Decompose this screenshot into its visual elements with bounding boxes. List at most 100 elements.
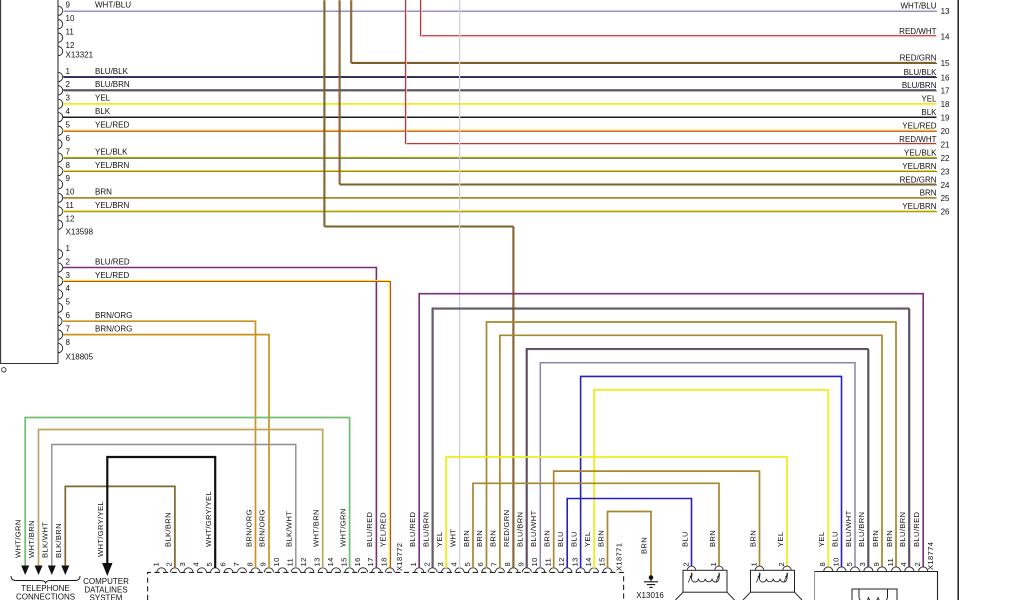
- svg-text:12: 12: [557, 557, 566, 566]
- svg-text:TELEPHONE: TELEPHONE: [21, 584, 69, 593]
- svg-text:1: 1: [66, 67, 71, 76]
- svg-text:10: 10: [66, 14, 75, 23]
- svg-text:18: 18: [941, 100, 950, 109]
- svg-text:BLU: BLU: [569, 531, 578, 547]
- svg-text:1: 1: [151, 562, 160, 567]
- svg-text:19: 19: [941, 114, 950, 123]
- svg-text:1: 1: [66, 244, 71, 253]
- svg-text:10: 10: [272, 557, 281, 566]
- svg-text:BLU/BRN: BLU/BRN: [898, 512, 907, 547]
- svg-text:2: 2: [66, 257, 71, 266]
- svg-text:RED/GRN: RED/GRN: [900, 175, 937, 184]
- svg-text:BLU: BLU: [830, 531, 839, 547]
- svg-text:YEL: YEL: [583, 532, 592, 547]
- svg-text:13: 13: [570, 557, 579, 566]
- svg-text:YEL/BLK: YEL/BLK: [95, 147, 128, 156]
- svg-text:4: 4: [66, 284, 71, 293]
- svg-text:BRN: BRN: [596, 530, 605, 547]
- svg-text:4: 4: [66, 107, 71, 116]
- svg-text:X13016: X13016: [636, 591, 664, 600]
- svg-text:8: 8: [503, 562, 512, 567]
- svg-text:1: 1: [409, 562, 418, 567]
- svg-text:8: 8: [66, 161, 71, 170]
- svg-text:BRN: BRN: [543, 530, 552, 547]
- svg-text:10: 10: [66, 188, 75, 197]
- svg-text:2: 2: [422, 562, 431, 567]
- svg-text:WHT/BRN: WHT/BRN: [27, 520, 36, 558]
- svg-text:13: 13: [941, 7, 950, 16]
- svg-text:WHT/BRN: WHT/BRN: [312, 509, 321, 547]
- svg-text:YEL/BRN: YEL/BRN: [95, 201, 129, 210]
- svg-text:4: 4: [449, 562, 458, 567]
- svg-text:9: 9: [259, 562, 268, 567]
- svg-text:YEL/BLK: YEL/BLK: [904, 148, 937, 157]
- svg-text:BRN: BRN: [95, 188, 112, 197]
- svg-text:11: 11: [886, 558, 895, 567]
- svg-text:21: 21: [941, 140, 950, 149]
- svg-text:1: 1: [749, 562, 758, 567]
- svg-text:SYSTEM: SYSTEM: [90, 594, 123, 600]
- svg-text:4: 4: [192, 562, 201, 567]
- svg-text:8: 8: [66, 338, 71, 347]
- svg-text:BLU/BLK: BLU/BLK: [904, 68, 938, 77]
- svg-text:BLU/BRN: BLU/BRN: [421, 512, 430, 547]
- svg-text:COMPUTER: COMPUTER: [83, 577, 129, 586]
- svg-text:BRN: BRN: [475, 530, 484, 547]
- svg-text:WHT: WHT: [448, 529, 457, 547]
- svg-text:8: 8: [818, 562, 827, 567]
- svg-text:BRN/ORG: BRN/ORG: [244, 509, 253, 547]
- svg-text:22: 22: [941, 154, 950, 163]
- svg-text:BLU/RED: BLU/RED: [408, 511, 417, 547]
- svg-text:BLK/BRN: BLK/BRN: [54, 523, 63, 558]
- svg-text:BRN: BRN: [920, 189, 937, 198]
- svg-text:WHT/BLU: WHT/BLU: [95, 1, 131, 10]
- svg-text:BLU/WHT: BLU/WHT: [844, 510, 853, 547]
- svg-text:3: 3: [436, 562, 445, 567]
- svg-text:2: 2: [66, 80, 71, 89]
- svg-text:2: 2: [681, 562, 690, 567]
- svg-text:BRN/ORG: BRN/ORG: [258, 509, 267, 547]
- svg-text:3: 3: [858, 562, 867, 567]
- svg-text:BLK/WHT: BLK/WHT: [40, 522, 49, 558]
- svg-text:3: 3: [66, 271, 71, 280]
- svg-text:5: 5: [66, 298, 71, 307]
- svg-text:11: 11: [286, 558, 295, 567]
- svg-text:BLU/BLK: BLU/BLK: [95, 67, 129, 76]
- svg-text:18: 18: [380, 557, 389, 566]
- svg-text:2: 2: [165, 562, 174, 567]
- svg-text:YEL/RED: YEL/RED: [379, 512, 388, 547]
- svg-text:BLU/BRN: BLU/BRN: [902, 81, 937, 90]
- svg-text:BRN: BRN: [871, 530, 880, 547]
- svg-text:6: 6: [219, 562, 228, 567]
- svg-text:15: 15: [339, 557, 348, 566]
- svg-text:YEL/BRN: YEL/BRN: [902, 202, 936, 211]
- svg-text:4: 4: [899, 562, 908, 567]
- svg-text:BRN: BRN: [462, 530, 471, 547]
- svg-text:BLU: BLU: [556, 531, 565, 547]
- svg-text:RED/WHT: RED/WHT: [899, 27, 936, 36]
- svg-text:26: 26: [941, 208, 950, 217]
- svg-text:7: 7: [232, 562, 241, 567]
- svg-text:X18774: X18774: [926, 542, 935, 570]
- svg-text:YEL/BRN: YEL/BRN: [95, 161, 129, 170]
- svg-text:BRN: BRN: [748, 530, 757, 547]
- svg-text:BLU/BRN: BLU/BRN: [516, 512, 525, 547]
- svg-text:BRN: BRN: [885, 530, 894, 547]
- svg-text:WHT/GRN: WHT/GRN: [338, 508, 347, 547]
- svg-text:11: 11: [544, 558, 553, 567]
- svg-text:16: 16: [941, 73, 950, 82]
- svg-text:YEL: YEL: [817, 532, 826, 547]
- svg-text:11: 11: [66, 201, 75, 210]
- svg-text:10: 10: [530, 557, 539, 566]
- svg-text:YEL: YEL: [95, 94, 111, 103]
- svg-text:2: 2: [913, 562, 922, 567]
- svg-text:11: 11: [66, 28, 75, 37]
- svg-text:7: 7: [66, 325, 71, 334]
- svg-text:X18772: X18772: [395, 543, 404, 571]
- svg-text:13: 13: [313, 557, 322, 566]
- svg-text:6: 6: [66, 134, 71, 143]
- svg-text:1: 1: [709, 562, 718, 567]
- svg-text:YEL/RED: YEL/RED: [902, 122, 936, 131]
- svg-text:BLU/RED: BLU/RED: [95, 257, 130, 266]
- svg-text:5: 5: [845, 562, 854, 567]
